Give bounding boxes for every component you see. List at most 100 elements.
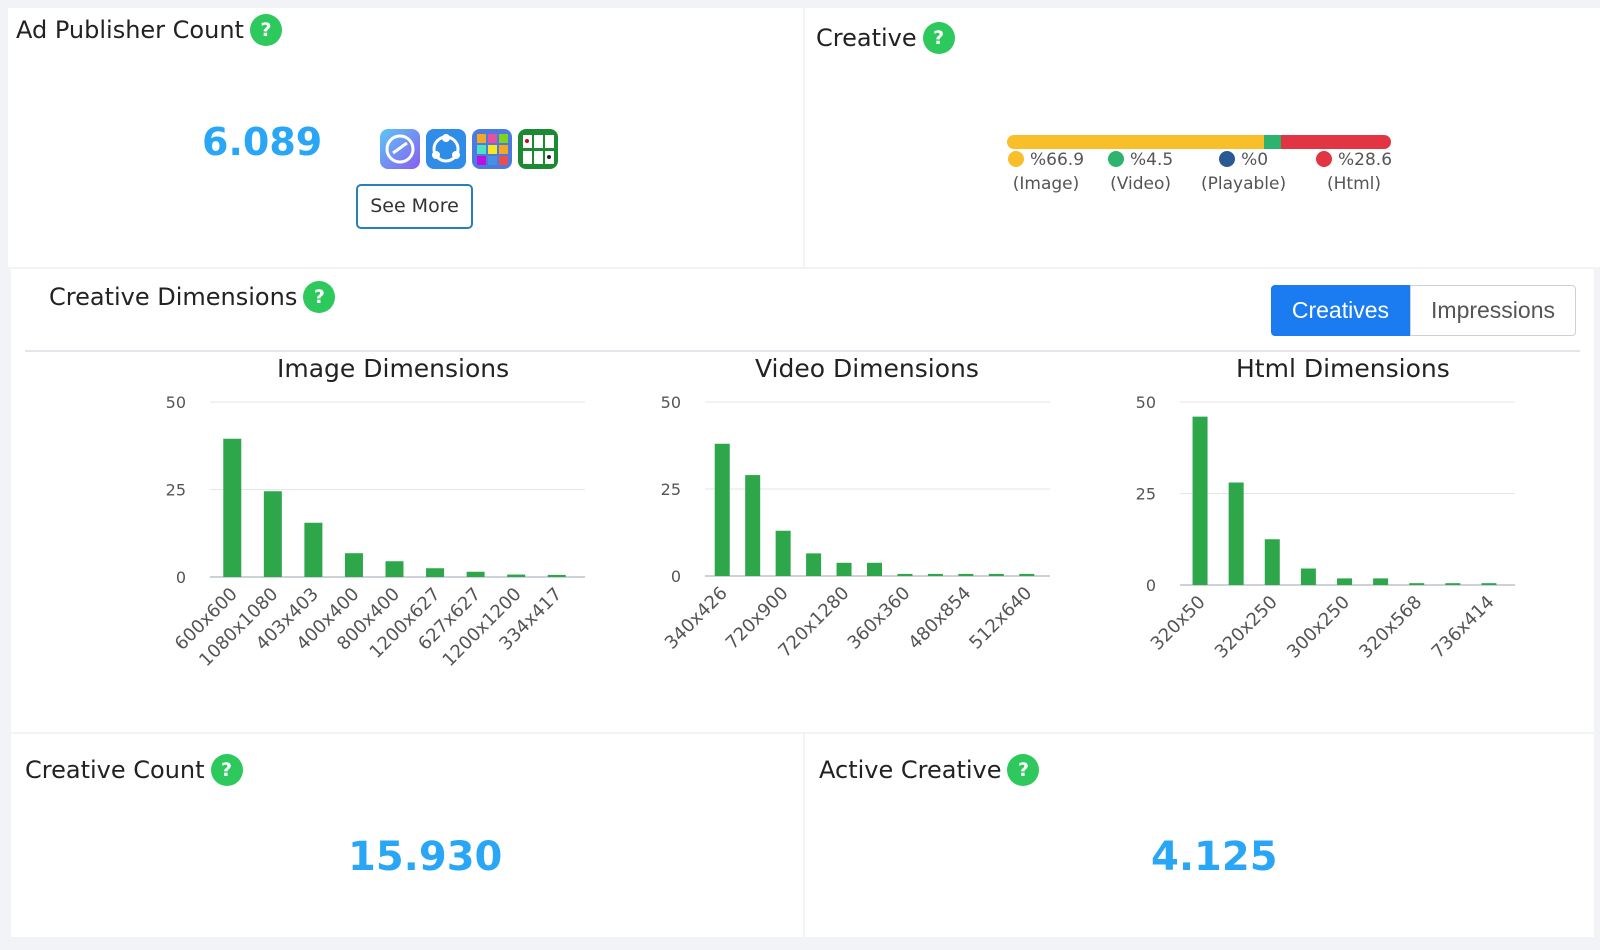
bar[interactable] (958, 573, 974, 576)
legend-pct: %0 (1241, 150, 1269, 170)
x-tick-label: 480x854 (904, 583, 975, 654)
legend-label: (Image) (1012, 174, 1080, 194)
cleaner-app-icon[interactable] (380, 129, 420, 169)
creative-share-bar (1007, 135, 1391, 149)
image-dimensions-title: Image Dimensions (277, 354, 510, 383)
legend-dot-icon (1008, 151, 1024, 167)
creative-title-text: Creative (816, 24, 917, 52)
video-dimensions-chart: 02550340x426720x900720x1280360x360480x85… (661, 393, 1050, 662)
bar[interactable] (547, 574, 566, 577)
y-tick-label: 50 (1136, 393, 1156, 412)
bar[interactable] (507, 574, 526, 577)
bar[interactable] (1300, 568, 1316, 585)
active-creative-title: Active Creative? (819, 754, 1040, 786)
legend-playable: %0 (Playable) (1201, 150, 1286, 194)
legend-html: %28.6 (Html) (1316, 150, 1392, 194)
see-more-button[interactable]: See More (356, 184, 473, 229)
bar[interactable] (1264, 539, 1280, 585)
y-tick-label: 0 (176, 568, 186, 587)
bar[interactable] (897, 573, 913, 576)
legend-video: %4.5 (Video) (1108, 150, 1173, 194)
x-tick-label: 320x50 (1147, 592, 1210, 655)
image-dimensions-chart: 02550600x6001080x1080403x403400x400800x4… (166, 393, 585, 671)
ad-publisher-card: Ad Publisher Count? 6.089 See More (8, 8, 803, 267)
ad-publisher-title: Ad Publisher Count? (16, 14, 282, 46)
active-creative-title-text: Active Creative (819, 756, 1002, 784)
help-icon[interactable]: ? (303, 281, 336, 313)
solitaire-app-icon[interactable] (518, 129, 558, 169)
bar[interactable] (775, 530, 791, 576)
x-tick-label: 736x414 (1428, 592, 1499, 663)
creatives-toggle-button[interactable]: Creatives (1270, 285, 1411, 336)
legend-dot-icon (1316, 151, 1332, 167)
html-dimensions-chart: 0 25 50 320x50 320x250 300x250 320x568 736x414 (1136, 393, 1515, 663)
video-dimensions-title: Video Dimensions (755, 354, 979, 383)
creative-count-title: Creative Count? (25, 754, 243, 786)
y-tick-label: 25 (1136, 485, 1156, 504)
bar[interactable] (927, 573, 943, 576)
legend-label: (Video) (1110, 174, 1172, 194)
bar[interactable] (988, 573, 1004, 576)
creative-count-value: 15.930 (348, 834, 503, 880)
share-segment-image (1007, 135, 1264, 149)
bar[interactable] (1228, 482, 1244, 585)
legend-pct: %66.9 (1030, 150, 1085, 170)
legend-pct: %4.5 (1130, 150, 1174, 170)
x-tick-label: 320x250 (1211, 592, 1282, 663)
share-segment-video (1263, 135, 1282, 149)
share-segment-html (1281, 135, 1391, 149)
active-creative-card: Active Creative? 4.125 (805, 734, 1594, 937)
ad-publisher-count: 6.089 (202, 120, 323, 164)
creative-title: Creative? (816, 22, 955, 54)
metric-toggle: Creatives Impressions (1270, 285, 1576, 336)
y-tick-label: 0 (671, 567, 681, 586)
legend-dot-icon (1108, 151, 1124, 167)
bar[interactable] (1445, 583, 1461, 585)
bar[interactable] (466, 571, 485, 577)
x-tick-label: 360x360 (844, 583, 915, 654)
bar[interactable] (223, 438, 242, 577)
impressions-toggle-button[interactable]: Impressions (1410, 285, 1576, 336)
y-tick-label: 50 (166, 393, 186, 412)
creative-count-title-text: Creative Count (25, 756, 205, 784)
bar[interactable] (1373, 578, 1389, 585)
help-icon[interactable]: ? (249, 14, 282, 46)
bar[interactable] (1337, 578, 1352, 585)
x-tick-label: 300x250 (1283, 592, 1354, 663)
bar[interactable] (714, 443, 730, 576)
creative-dimensions-title: Creative Dimensions? (49, 281, 336, 313)
share-app-icon[interactable] (426, 129, 466, 169)
bar[interactable] (1481, 583, 1497, 585)
y-tick-label: 25 (166, 481, 186, 500)
bar[interactable] (1192, 416, 1208, 585)
divider (25, 350, 1580, 352)
bar[interactable] (806, 553, 822, 576)
bar[interactable] (426, 568, 445, 577)
help-icon[interactable]: ? (1007, 754, 1040, 786)
bar[interactable] (263, 491, 282, 577)
creative-count-card: Creative Count? 15.930 (11, 734, 803, 937)
number-puzzle-app-icon[interactable] (472, 129, 512, 169)
y-tick-label: 0 (1146, 576, 1156, 595)
y-tick-label: 50 (661, 393, 681, 412)
legend-label: (Playable) (1201, 174, 1287, 194)
ad-publisher-title-text: Ad Publisher Count (16, 16, 244, 44)
bar[interactable] (867, 562, 882, 576)
bar[interactable] (1409, 583, 1425, 585)
html-dimensions-title: Html Dimensions (1236, 354, 1450, 383)
x-tick-label: 512x640 (965, 583, 1036, 654)
legend-dot-icon (1219, 151, 1236, 167)
bar[interactable] (836, 562, 852, 576)
x-tick-label: 340x426 (661, 583, 732, 654)
help-icon[interactable]: ? (922, 22, 955, 54)
help-icon[interactable]: ? (210, 754, 243, 786)
legend-image: %66.9 (Image) (1008, 150, 1084, 194)
y-tick-label: 25 (661, 480, 681, 499)
bar[interactable] (344, 553, 363, 577)
bar[interactable] (1019, 573, 1035, 576)
bar[interactable] (385, 561, 404, 577)
active-creative-value: 4.125 (1151, 834, 1278, 880)
bar[interactable] (745, 475, 761, 576)
bar[interactable] (304, 522, 323, 577)
legend-label: (Html) (1327, 174, 1381, 194)
